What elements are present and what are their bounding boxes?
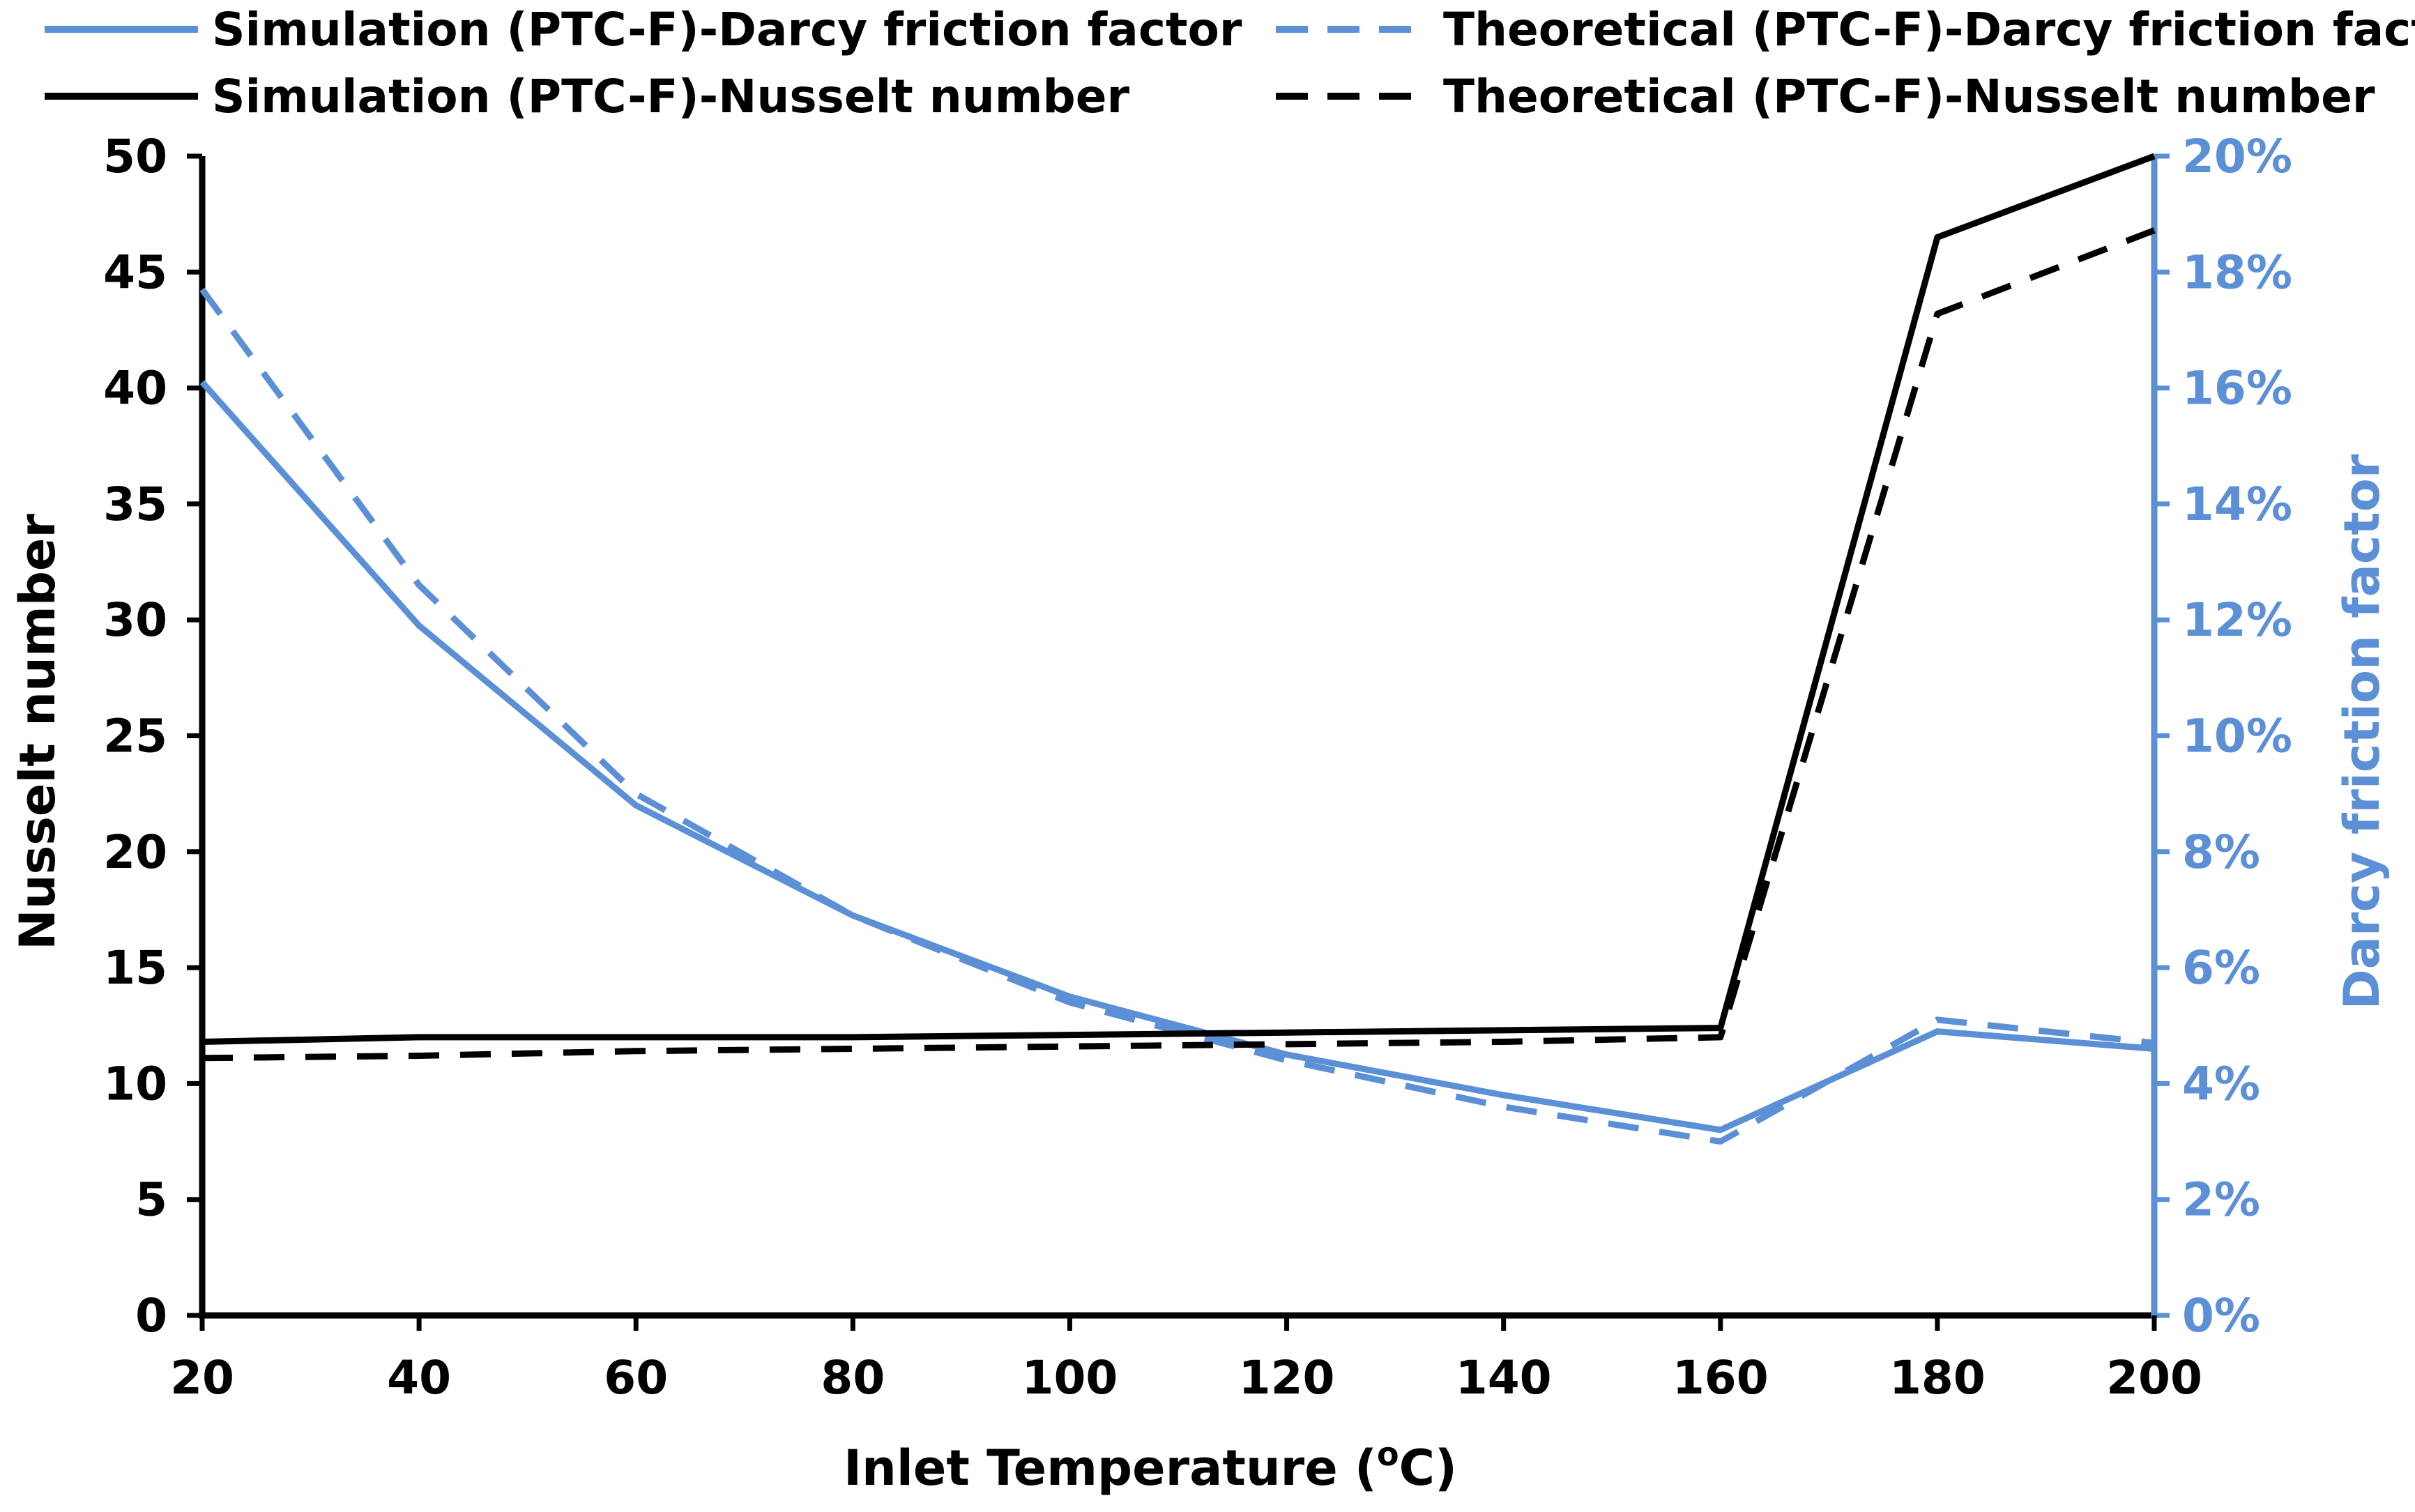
y-right-tick-label: 10% bbox=[2182, 710, 2292, 763]
x-tick-label: 120 bbox=[1239, 1351, 1335, 1405]
x-axis-title-sup: o bbox=[1377, 1435, 1399, 1473]
y-axis-left-title: Nusselt number bbox=[9, 514, 66, 950]
y-axis-right-title: Darcy friction factor bbox=[2333, 454, 2391, 1009]
y-left-tick-label: 45 bbox=[103, 245, 167, 299]
axes-layer: 0 5 10 15 20 25 30 35 40 45 50 0% 2% 4% 6% 8% 10% 12% 14% 1… bbox=[103, 130, 2292, 1405]
y-left-tick-label: 10 bbox=[103, 1057, 167, 1110]
x-tick-label: 100 bbox=[1022, 1351, 1118, 1405]
x-tick-label: 200 bbox=[2106, 1351, 2202, 1405]
y-right-tick-label: 2% bbox=[2182, 1173, 2260, 1227]
y-left-tick-label: 15 bbox=[103, 941, 167, 995]
x-tick-label: 160 bbox=[1673, 1351, 1769, 1405]
legend-label-2: Theoretical (PTC-F)-Darcy friction facto… bbox=[1443, 3, 2415, 56]
x-tick-label: 80 bbox=[821, 1351, 885, 1405]
y-right-tick-label: 0% bbox=[2182, 1289, 2260, 1343]
legend: Simulation (PTC-F)-Darcy friction factor… bbox=[45, 3, 2415, 123]
y-left-tick-label: 0 bbox=[135, 1289, 167, 1343]
x-axis-title-suffix: C) bbox=[1399, 1440, 1457, 1497]
y-left-tick-label: 35 bbox=[103, 478, 167, 531]
y-right-tick-label: 12% bbox=[2182, 593, 2292, 647]
y-left-tick-label: 40 bbox=[103, 362, 167, 415]
x-axis-title: Inlet Temperature (oC) bbox=[844, 1435, 1457, 1497]
legend-label-1: Simulation (PTC-F)-Darcy friction factor bbox=[212, 3, 1242, 56]
series-line-1 bbox=[199, 380, 2155, 1133]
y-right-tick-label: 20% bbox=[2182, 130, 2292, 183]
series-line-2 bbox=[199, 287, 2155, 1145]
y-left-tick-label: 5 bbox=[135, 1173, 167, 1227]
legend-label-3: Simulation (PTC-F)-Nusselt number bbox=[212, 70, 1130, 123]
x-tick-label: 140 bbox=[1456, 1351, 1552, 1405]
y-right-tick-label: 4% bbox=[2182, 1057, 2260, 1110]
y-left-tick-label: 30 bbox=[103, 593, 167, 647]
y-right-tick-label: 16% bbox=[2182, 362, 2292, 415]
y-left-tick-label: 25 bbox=[103, 710, 167, 763]
y-right-tick-label: 6% bbox=[2182, 941, 2260, 995]
x-tick-label: 60 bbox=[604, 1351, 668, 1405]
y-left-tick-label: 20 bbox=[103, 825, 167, 879]
x-tick-label: 20 bbox=[170, 1351, 234, 1405]
legend-label-4: Theoretical (PTC-F)-Nusselt number bbox=[1443, 70, 2375, 123]
x-tick-label: 40 bbox=[387, 1351, 451, 1405]
y-right-tick-label: 8% bbox=[2182, 825, 2260, 879]
series-line-3 bbox=[201, 153, 2156, 1045]
y-right-tick-label: 14% bbox=[2182, 478, 2292, 531]
y-right-tick-label: 18% bbox=[2182, 245, 2292, 299]
x-tick-label: 180 bbox=[1889, 1351, 1986, 1405]
x-axis-title-main: Inlet Temperature ( bbox=[844, 1440, 1377, 1497]
series-line-4 bbox=[201, 227, 2156, 1062]
series-layer bbox=[199, 153, 2156, 1145]
y-left-tick-label: 50 bbox=[103, 130, 167, 183]
